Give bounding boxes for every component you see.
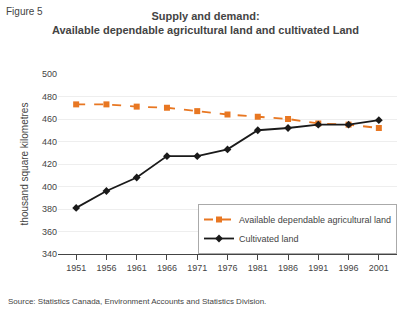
svg-text:420: 420 bbox=[42, 159, 57, 169]
svg-text:1981: 1981 bbox=[248, 263, 268, 273]
svg-text:380: 380 bbox=[42, 204, 57, 214]
svg-text:360: 360 bbox=[42, 227, 57, 237]
svg-text:440: 440 bbox=[42, 137, 57, 147]
svg-text:Source: Statistics Canada, Env: Source: Statistics Canada, Environment A… bbox=[8, 297, 266, 306]
svg-text:1976: 1976 bbox=[217, 263, 237, 273]
svg-text:1996: 1996 bbox=[339, 263, 359, 273]
svg-text:500: 500 bbox=[42, 69, 57, 79]
svg-text:480: 480 bbox=[42, 92, 57, 102]
svg-text:Available dependable agricultu: Available dependable agricultural land bbox=[239, 215, 391, 225]
svg-text:460: 460 bbox=[42, 114, 57, 124]
svg-text:1971: 1971 bbox=[187, 263, 207, 273]
svg-text:1966: 1966 bbox=[157, 263, 177, 273]
svg-text:thousand square kilometres: thousand square kilometres bbox=[19, 103, 30, 226]
svg-text:1951: 1951 bbox=[66, 263, 86, 273]
svg-text:340: 340 bbox=[42, 249, 57, 259]
svg-text:Supply and demand:Available de: Supply and demand:Available dependable a… bbox=[52, 10, 359, 36]
svg-text:1956: 1956 bbox=[96, 263, 116, 273]
svg-text:Cultivated land: Cultivated land bbox=[239, 234, 299, 244]
svg-text:Figure 5: Figure 5 bbox=[6, 6, 43, 17]
svg-text:1961: 1961 bbox=[127, 263, 147, 273]
svg-text:1991: 1991 bbox=[308, 263, 328, 273]
svg-text:2001: 2001 bbox=[369, 263, 389, 273]
svg-text:400: 400 bbox=[42, 182, 57, 192]
svg-text:1986: 1986 bbox=[278, 263, 298, 273]
